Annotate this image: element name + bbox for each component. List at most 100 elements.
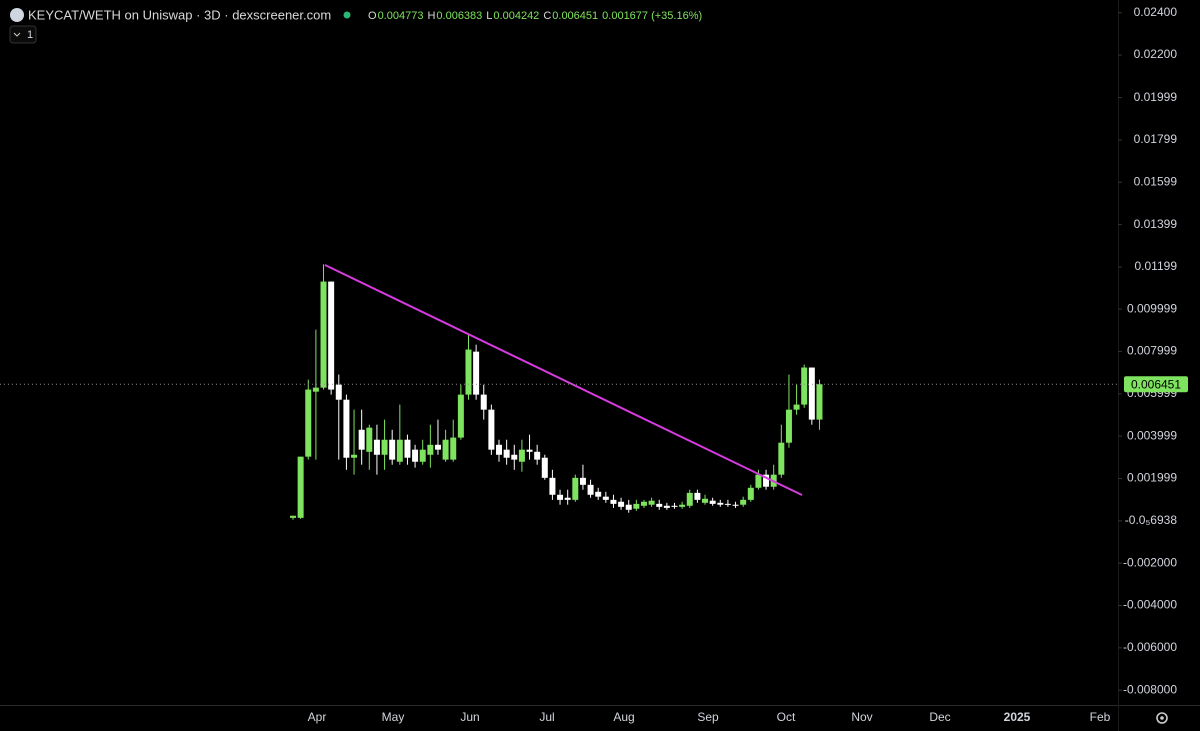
x-tick-label: Dec xyxy=(929,710,950,724)
interval-value[interactable]: 1 xyxy=(27,29,33,41)
candle-body xyxy=(473,351,480,395)
ohlc-key: L xyxy=(486,10,492,22)
candle-body xyxy=(351,454,358,458)
chevron xyxy=(13,32,21,37)
candle-body xyxy=(343,399,350,458)
candle-body xyxy=(541,457,548,478)
x-tick-label: Aug xyxy=(613,710,634,724)
x-tick-label: Sep xyxy=(697,710,719,724)
ohlc-key: C xyxy=(543,10,551,22)
x-tick-label: Nov xyxy=(851,710,872,724)
candle-body xyxy=(816,384,823,420)
settings-icon[interactable] xyxy=(1156,712,1168,724)
ohlc-value: 0.006451 xyxy=(552,10,598,22)
candle-body xyxy=(679,504,686,507)
y-tick-label: -0.004000 xyxy=(1123,598,1177,612)
candle-body xyxy=(702,498,709,503)
candle-body xyxy=(785,409,792,443)
change: 0.001677 (+35.16%) xyxy=(602,10,702,22)
candle-body xyxy=(290,515,296,518)
candle-body xyxy=(694,492,701,500)
candle-body xyxy=(801,367,808,405)
candle-body xyxy=(625,504,632,510)
candle-body xyxy=(778,442,785,475)
candle-body xyxy=(587,484,594,495)
candle-body xyxy=(297,456,304,518)
candle-body xyxy=(434,444,441,450)
y-tick-label: 0.001999 xyxy=(1127,471,1177,485)
candle-body xyxy=(747,487,754,500)
candle-body xyxy=(755,474,762,488)
candle-body xyxy=(793,404,800,410)
ohlc-value: 0.004773 xyxy=(378,10,424,22)
token-icon xyxy=(10,8,24,22)
y-tick-label: -0.008000 xyxy=(1123,682,1177,696)
candle-body xyxy=(450,437,457,460)
y-tick-label: 0.009999 xyxy=(1127,301,1177,315)
ohlc-value: 0.006383 xyxy=(436,10,482,22)
y-tick-label: -0.0₅6938 xyxy=(1125,513,1178,527)
ohlc-value: 0.004242 xyxy=(493,10,539,22)
candle-body xyxy=(526,449,533,452)
candle-body xyxy=(671,505,678,507)
candle-body xyxy=(648,500,655,505)
candle-body xyxy=(663,505,670,508)
candle-body xyxy=(480,394,487,410)
y-tick-label: 0.007999 xyxy=(1127,344,1177,358)
x-tick-label: Oct xyxy=(777,710,796,724)
candle-body xyxy=(328,281,335,390)
candle-body xyxy=(518,449,525,462)
x-tick-label: May xyxy=(382,710,405,724)
y-tick-label: 0.01799 xyxy=(1134,132,1178,146)
y-tick-label: 0.01399 xyxy=(1134,217,1178,231)
y-tick-label: 0.003999 xyxy=(1127,428,1177,442)
candle-body xyxy=(419,449,426,462)
candle-body xyxy=(640,501,647,506)
candle-body xyxy=(618,501,625,507)
candle-body xyxy=(610,499,617,504)
y-tick-label: -0.006000 xyxy=(1123,640,1177,654)
y-tick-label: 0.02200 xyxy=(1134,47,1178,61)
candle-body xyxy=(595,491,602,497)
candle-body xyxy=(373,439,380,455)
candle-body xyxy=(564,497,571,500)
candle-body xyxy=(709,500,716,504)
interval-button[interactable] xyxy=(9,25,37,44)
candle-body xyxy=(808,367,815,420)
candle-body xyxy=(763,474,770,487)
candle-body xyxy=(549,477,556,495)
y-tick-label: 0.02400 xyxy=(1134,5,1178,19)
y-tick-label: -0.002000 xyxy=(1123,555,1177,569)
x-tick-label: Apr xyxy=(308,710,327,724)
candle-body xyxy=(496,444,503,455)
candle-body xyxy=(442,439,449,460)
candle-body xyxy=(572,477,579,500)
x-tick-label: Jul xyxy=(539,710,554,724)
x-tick-label: Jun xyxy=(460,710,479,724)
candle-body xyxy=(488,409,495,450)
candle-body xyxy=(602,496,609,500)
chart-title: KEYCAT/WETH on Uniswap · 3D · dexscreene… xyxy=(28,7,331,22)
y-tick-label: 0.01599 xyxy=(1134,174,1178,188)
candle-body xyxy=(511,454,518,460)
last-price-box xyxy=(1124,376,1188,393)
candle-body xyxy=(412,449,419,462)
live-dot xyxy=(343,11,351,19)
candle-body xyxy=(366,427,373,452)
candle-body xyxy=(427,444,434,455)
last-price-label: 0.006451 xyxy=(1131,377,1181,391)
candle-body xyxy=(724,503,731,505)
candle-body xyxy=(656,503,663,507)
candle-body xyxy=(335,384,342,400)
candle-body xyxy=(404,439,411,458)
y-tick-label: 0.01199 xyxy=(1135,259,1178,273)
trendline xyxy=(324,264,803,496)
candle-body xyxy=(389,439,396,460)
candle-body xyxy=(503,449,510,458)
candle-body xyxy=(740,499,747,505)
y-tick-label: 0.01999 xyxy=(1134,90,1178,104)
candle-body xyxy=(305,389,312,457)
candle-body xyxy=(579,477,586,485)
